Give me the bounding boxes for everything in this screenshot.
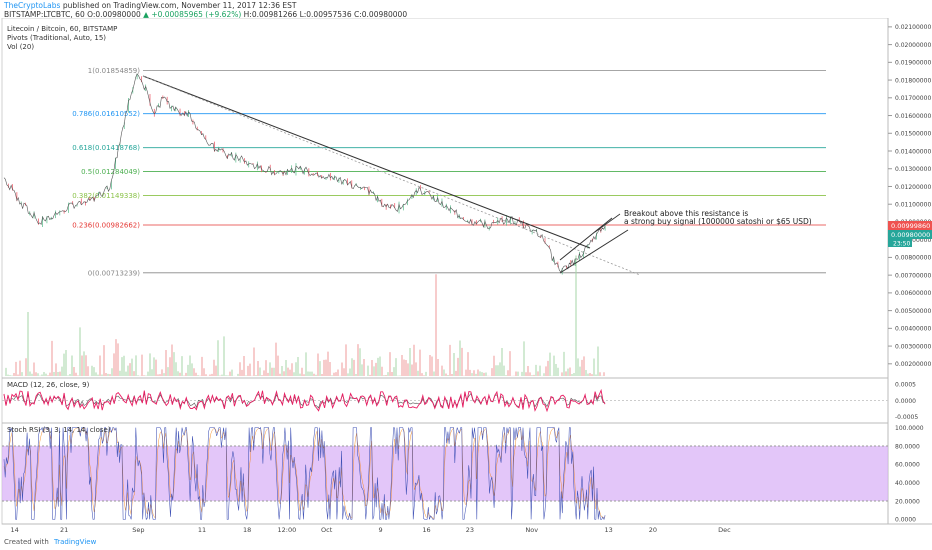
macd-axis: 0.0005 0.0000 -0.0005 (895, 382, 918, 421)
volume-legend: Vol (20) (7, 43, 34, 51)
up-arrow-icon: ▲ (143, 10, 149, 19)
stoch-k-line (3, 426, 606, 521)
time-tick-label: 16 (422, 526, 430, 534)
fib-level-label: 0.5(0.01284049) (81, 168, 140, 176)
fib-level-label: 0.236(0.00982662) (72, 222, 140, 230)
macd-pane (2, 388, 888, 413)
price-tick-label: 0.00700000 (895, 272, 931, 279)
change-value: +0.00085965 (+9.62%) (151, 10, 242, 19)
price-tick-label: 0.01900000 (895, 60, 931, 67)
price-tick-label: 0.00600000 (895, 290, 931, 297)
time-tick-label: 14 (10, 526, 18, 534)
time-tick-label: 9 (379, 526, 383, 534)
publish-line: TheCryptoLabs published on TradingView.c… (4, 1, 297, 10)
price-series (3, 73, 606, 275)
macd-legend: MACD (12, 26, close, 9) (7, 381, 90, 389)
time-tick-label: 21 (60, 526, 68, 534)
price-line (3, 73, 606, 273)
chart-title: Litecoin / Bitcoin, 60, BITSTAMP (7, 25, 117, 33)
price-tick-label: 0.01400000 (895, 148, 931, 155)
price-tick-label: 0.00900000 (895, 237, 931, 244)
channel-lower-line[interactable] (559, 229, 629, 274)
fib-level-label: 0(0.00713239) (88, 269, 140, 277)
time-axis[interactable]: 14 21 Sep 11 18 12:00 Oct 9 16 23 Nov 13 20 Dec (10, 526, 731, 534)
time-tick-label: 18 (243, 526, 251, 534)
dotted-trend-line[interactable] (142, 75, 641, 276)
last-price-badge (888, 230, 932, 239)
time-tick-label: Oct (321, 526, 333, 534)
time-tick-label: 20 (649, 526, 657, 534)
resistance-price-badge (888, 221, 932, 230)
downtrend-line[interactable] (142, 75, 591, 249)
stoch-tick-label: 80.0000 (895, 443, 920, 450)
price-tick-label: 0.02100000 (895, 24, 931, 31)
open-value: O:0.00980000 (87, 10, 141, 19)
channel-upper-line[interactable] (559, 217, 613, 261)
tradingview-logo[interactable]: TradingView (54, 538, 97, 546)
time-tick-label: 11 (198, 526, 206, 534)
symbol-text: BITSTAMP:LTCBTC, 60 (4, 10, 85, 19)
low-value: L:0.00957536 (299, 10, 352, 19)
ohlc-line: BITSTAMP:LTCBTC, 60 O:0.00980000 ▲ +0.00… (4, 10, 407, 19)
price-tick-label: 0.01300000 (895, 166, 931, 173)
price-tick-label: 0.01800000 (895, 77, 931, 84)
price-tick-label: 0.01500000 (895, 131, 931, 138)
time-tick-label: 13 (605, 526, 613, 534)
price-tick-label: 0.00800000 (895, 255, 931, 262)
footer: Created with TradingView (0, 535, 932, 550)
fibonacci-levels: 1(0.01854859) 0.786(0.01610552) 0.618(0.01… (72, 67, 826, 277)
price-tick-label: 0.00200000 (895, 361, 931, 368)
price-tick-label: 0.01600000 (895, 113, 931, 120)
time-tick-label: Nov (525, 526, 538, 534)
price-tick-label: 0.00400000 (895, 326, 931, 333)
fib-level-label: 0.786(0.01610552) (72, 110, 140, 118)
author-name[interactable]: TheCryptoLabs (4, 1, 61, 10)
resistance-price-label: 0.00999860 (891, 222, 930, 230)
created-with-text: Created with (4, 538, 49, 546)
macd-tick-label: 0.0005 (895, 382, 916, 389)
high-value: H:0.00981266 (243, 10, 298, 19)
annotation-line-1[interactable]: Breakout above this resistance is (624, 209, 748, 218)
fib-level-label: 1(0.01854859) (88, 67, 140, 75)
price-axis[interactable]: 0.00200000 0.00300000 0.00400000 0.00500000… (888, 24, 931, 368)
stoch-tick-label: 0.0000 (895, 517, 916, 524)
fib-level-label: 0.618(0.01418768) (72, 144, 140, 152)
stoch-tick-label: 20.0000 (895, 498, 920, 505)
price-tick-label: 0.01200000 (895, 184, 931, 191)
price-tick-label: 0.01100000 (895, 202, 931, 209)
price-tick-label: 0.00300000 (895, 343, 931, 350)
macd-tick-label: -0.0005 (895, 414, 918, 421)
countdown-badge (888, 239, 912, 247)
close-value: C:0.00980000 (354, 10, 408, 19)
annotation-line-2[interactable]: a strong buy signal (1000000 satoshi or … (624, 217, 812, 226)
stoch-tick-label: 60.0000 (895, 462, 920, 469)
stoch-tick-label: 40.0000 (895, 480, 920, 487)
countdown-label: 23:50 (893, 241, 910, 248)
macd-line (3, 388, 606, 413)
last-price-label: 0.00980000 (891, 231, 930, 239)
published-text: published on TradingView.com, November 1… (62, 1, 297, 10)
time-tick-label: Dec (718, 526, 731, 534)
macd-tick-label: 0.0000 (895, 398, 916, 405)
fib-level-label: 0.382(0.01149338) (72, 192, 140, 200)
stoch-legend: Stoch RSI (3, 3, 14, 14, close) (7, 426, 111, 434)
stoch-axis: 100.0000 80.0000 60.0000 40.0000 20.0000 0.00… (895, 425, 924, 524)
chart-header: TheCryptoLabs published on TradingView.c… (0, 0, 932, 20)
time-tick-label: 12:00 (278, 526, 297, 534)
pivots-legend: Pivots (Traditional, Auto, 15) (7, 34, 106, 42)
price-tick-label: 0.02000000 (895, 42, 931, 49)
volume-bars (5, 255, 605, 376)
price-tick-label: 0.00500000 (895, 308, 931, 315)
stoch-rsi-pane (2, 426, 888, 521)
time-tick-label: 23 (466, 526, 474, 534)
stoch-tick-label: 100.0000 (895, 425, 924, 432)
price-tick-label: 0.01700000 (895, 95, 931, 102)
time-tick-label: Sep (132, 526, 144, 534)
annotation-pointer (594, 213, 621, 233)
price-chart[interactable]: 1(0.01854859) 0.786(0.01610552) 0.618(0.01… (0, 18, 932, 534)
